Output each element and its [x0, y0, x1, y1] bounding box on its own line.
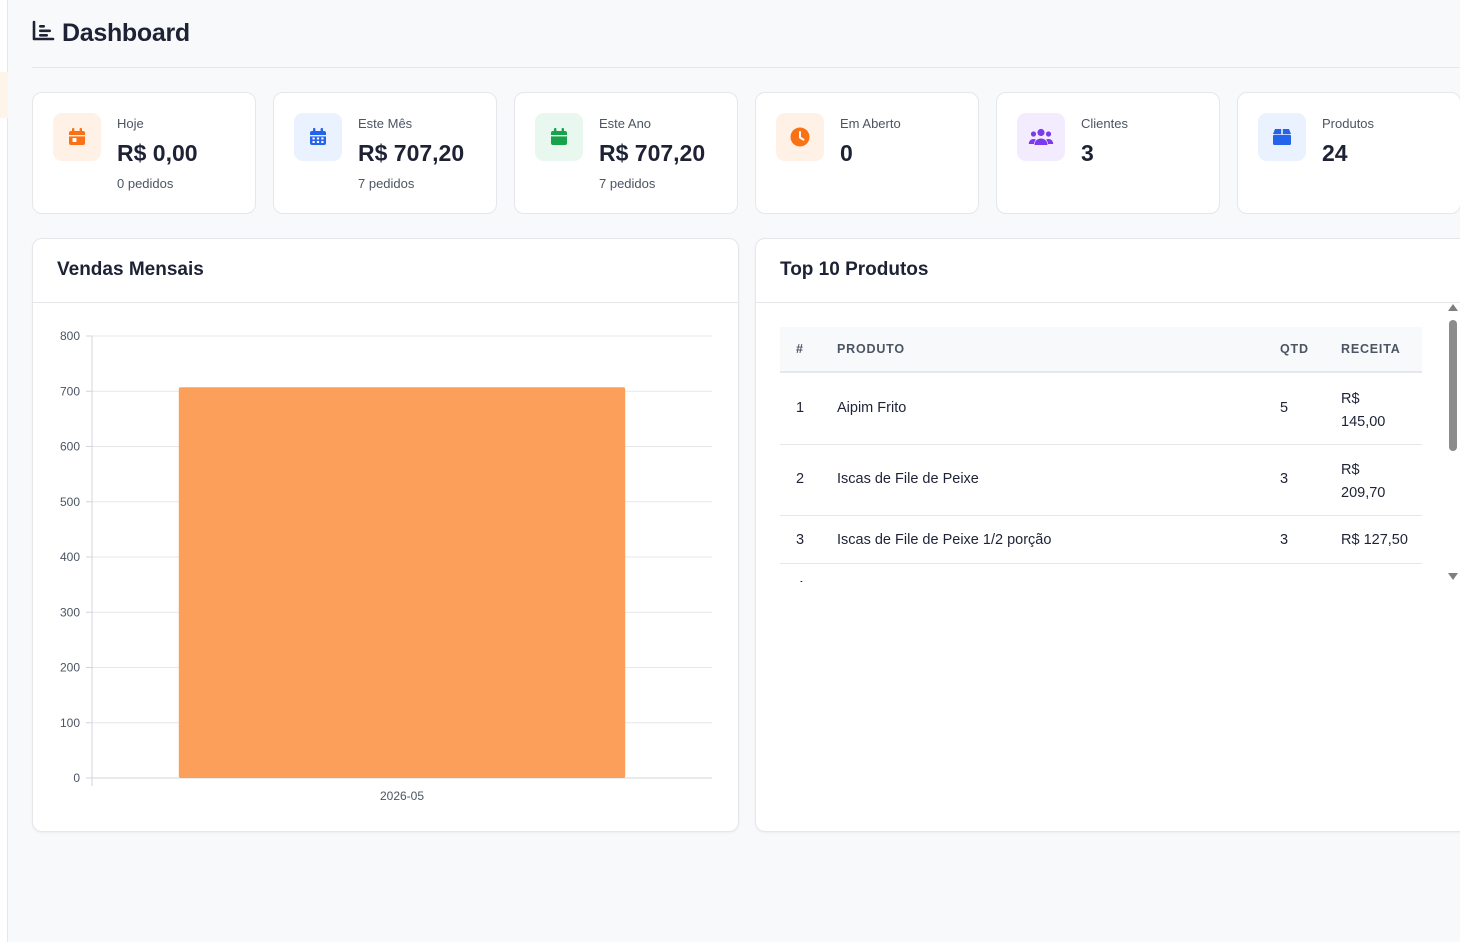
scrollbar-thumb[interactable]	[1449, 320, 1457, 451]
top-products-table: # PRODUTO QTD RECEITA 1 Aipim Frito 5 R$…	[780, 327, 1422, 582]
y-tick-label: 300	[60, 605, 80, 619]
stat-value: R$ 0,00	[117, 140, 198, 166]
cell-rank: 4	[796, 579, 804, 582]
panel-divider	[33, 302, 738, 303]
stat-card-products: Produtos 24	[1237, 92, 1460, 214]
stat-value: 3	[1081, 140, 1094, 166]
cell-qty: 3	[1280, 471, 1289, 487]
x-tick-label: 2026-05	[380, 789, 424, 803]
cell-rank: 3	[796, 532, 805, 548]
y-tick-label: 700	[60, 384, 80, 398]
stat-label: Este Ano	[599, 116, 652, 131]
sidebar-active-item[interactable]	[0, 72, 8, 118]
sales-chart-panel: Vendas Mensais 0 100 200 300 400 500 600 700 800…	[32, 238, 739, 832]
stat-value: 24	[1322, 140, 1348, 166]
calendar-icon	[535, 113, 583, 161]
table-row[interactable]: 4	[780, 564, 1422, 582]
stat-card-open: Em Aberto 0	[755, 92, 979, 214]
stat-card-month: Este Mês R$ 707,20 7 pedidos	[273, 92, 497, 214]
column-header-revenue[interactable]: RECEITA	[1341, 342, 1401, 356]
table-row[interactable]: 2 Iscas de File de Peixe 3 R$ 209,70	[780, 445, 1422, 516]
stat-sub: 7 pedidos	[358, 176, 415, 191]
box-icon	[1258, 113, 1306, 161]
cell-qty: 5	[1280, 400, 1289, 416]
stat-value: R$ 707,20	[599, 140, 706, 166]
cell-revenue: R$ 127,50	[1341, 532, 1408, 548]
panel-title: Vendas Mensais	[57, 259, 204, 280]
stat-label: Hoje	[117, 116, 144, 131]
cell-revenue: R$ 209,70	[1341, 462, 1386, 501]
stat-value: 0	[840, 140, 853, 166]
column-header-qty[interactable]: QTD	[1280, 342, 1309, 356]
sales-bar-chart: 0 100 200 300 400 500 600 700 800 2026-05	[60, 329, 712, 803]
cell-qty: 3	[1280, 532, 1289, 548]
y-tick-label: 600	[60, 440, 80, 454]
table-header: # PRODUTO QTD RECEITA	[780, 327, 1422, 373]
scroll-up-arrow-icon[interactable]	[1448, 304, 1458, 311]
y-tick-label: 100	[60, 716, 80, 730]
table-row[interactable]: 3 Iscas de File de Peixe 1/2 porção 3 R$…	[780, 516, 1422, 564]
stat-card-clients: Clientes 3	[996, 92, 1220, 214]
stat-sub: 7 pedidos	[599, 176, 656, 191]
stat-card-year: Este Ano R$ 707,20 7 pedidos	[514, 92, 738, 214]
sidebar-edge	[0, 0, 8, 942]
panel-title: Top 10 Produtos	[780, 259, 929, 280]
y-tick-label: 200	[60, 661, 80, 675]
stat-label: Produtos	[1322, 116, 1375, 131]
users-icon	[1017, 113, 1065, 161]
header-divider	[32, 67, 1460, 68]
panel-divider	[756, 302, 1460, 303]
cell-rank: 2	[796, 471, 805, 487]
calendar-day-icon	[53, 113, 101, 161]
cell-product: Iscas de File de Peixe 1/2 porção	[837, 532, 1052, 548]
stat-label: Este Mês	[358, 116, 413, 131]
table-scrollbar[interactable]	[1447, 304, 1460, 580]
y-tick-label: 800	[60, 329, 80, 343]
stat-sub: 0 pedidos	[117, 176, 174, 191]
y-tick-label: 0	[73, 771, 80, 785]
cell-rank: 1	[796, 400, 805, 416]
clock-icon	[776, 113, 824, 161]
cell-revenue: R$ 145,00	[1341, 391, 1386, 430]
stat-label: Clientes	[1081, 116, 1128, 131]
cell-product: Aipim Frito	[837, 400, 907, 416]
stat-label: Em Aberto	[840, 116, 901, 131]
stat-value: R$ 707,20	[358, 140, 465, 166]
cell-product: Iscas de File de Peixe	[837, 471, 979, 487]
page-title: Dashboard	[62, 18, 190, 47]
stat-card-today: Hoje R$ 0,00 0 pedidos	[32, 92, 256, 214]
scroll-down-arrow-icon[interactable]	[1448, 573, 1458, 580]
page-header: Dashboard	[32, 16, 190, 50]
bar[interactable]	[178, 387, 626, 778]
column-header-product[interactable]: PRODUTO	[837, 342, 905, 356]
chart-list-icon	[32, 19, 56, 48]
calendar-grid-icon	[294, 113, 342, 161]
table-row[interactable]: 1 Aipim Frito 5 R$ 145,00	[780, 374, 1422, 445]
y-tick-label: 500	[60, 495, 80, 509]
top-products-panel: Top 10 Produtos # PRODUTO QTD RECEITA 1 …	[755, 238, 1460, 832]
column-header-rank[interactable]: #	[796, 342, 804, 356]
y-tick-label: 400	[60, 550, 80, 564]
